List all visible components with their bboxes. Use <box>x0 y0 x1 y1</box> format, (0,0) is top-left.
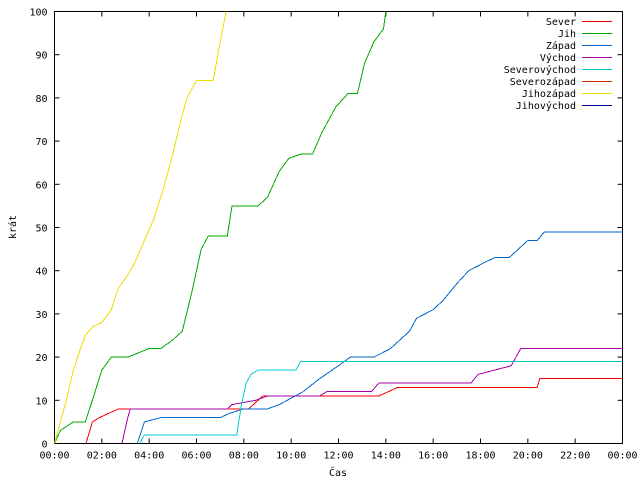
x-tick-label: 14:00 <box>371 451 401 462</box>
y-axis-label: krát <box>7 215 19 239</box>
legend-label: Severovýchod <box>504 64 576 76</box>
series-line <box>54 11 227 444</box>
x-tick-label: 10:00 <box>276 451 306 462</box>
legend-label: Východ <box>540 52 576 64</box>
x-tick-label: 08:00 <box>229 451 259 462</box>
x-tick-label: 00:00 <box>39 451 69 462</box>
y-tick-label: 100 <box>29 8 47 19</box>
series-group <box>54 11 623 444</box>
y-tick-label: 0 <box>41 440 47 451</box>
y-tick-label: 40 <box>35 267 47 278</box>
x-tick-label: 12:00 <box>323 451 353 462</box>
x-tick-label: 16:00 <box>418 451 448 462</box>
x-tick-label: 00:00 <box>607 451 637 462</box>
y-tick-label: 60 <box>35 180 47 191</box>
series-line <box>139 360 623 444</box>
y-tick-label: 80 <box>35 94 47 105</box>
y-tick-label: 70 <box>35 137 47 148</box>
legend-label: Jihozápad <box>522 88 576 100</box>
legend: SeverJihZápadVýchodSeverovýchodSeverozáp… <box>504 17 612 112</box>
y-tick-label: 90 <box>35 51 47 62</box>
x-tick-label: 06:00 <box>181 451 211 462</box>
legend-label: Jihovýchod <box>516 100 576 112</box>
y-tick-label: 50 <box>35 224 47 235</box>
legend-label: Sever <box>546 17 576 28</box>
series-line <box>121 348 623 444</box>
y-tick-label: 20 <box>35 353 47 364</box>
x-tick-label: 04:00 <box>134 451 164 462</box>
legend-label: Severozápad <box>510 76 576 88</box>
legend-label: Západ <box>546 40 576 52</box>
x-axis-label: Čas <box>329 466 347 479</box>
x-tick-label: 20:00 <box>513 451 543 462</box>
series-line <box>85 378 623 444</box>
series-line <box>136 231 623 444</box>
legend-label: Jih <box>558 29 576 40</box>
y-tick-label: 30 <box>35 310 47 321</box>
series-line <box>54 11 387 444</box>
x-tick-label: 18:00 <box>465 451 495 462</box>
x-tick-label: 22:00 <box>560 451 590 462</box>
axes: 00:00 02:00 04:00 06:00 08:00 10:00 12:00 14:00… <box>29 8 637 462</box>
y-tick-label: 10 <box>35 396 47 407</box>
x-tick-label: 02:00 <box>87 451 117 462</box>
